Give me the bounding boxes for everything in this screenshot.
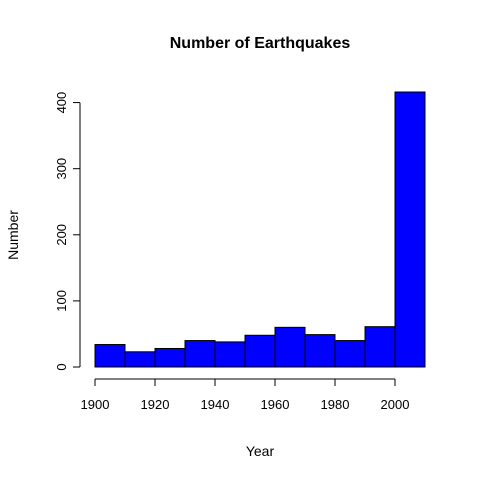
chart-title: Number of Earthquakes <box>170 35 351 52</box>
y-axis: 0 100 200 300 400 <box>54 92 81 371</box>
histogram-bar <box>304 334 336 368</box>
histogram-bar <box>124 351 156 368</box>
x-tick-label: 1920 <box>141 397 170 412</box>
x-tick-label: 1980 <box>321 397 350 412</box>
histogram-bar <box>154 347 186 368</box>
histogram-bar <box>394 91 426 368</box>
x-tick-label: 2000 <box>381 397 410 412</box>
x-tick-label: 1940 <box>201 397 230 412</box>
y-tick-label: 100 <box>54 290 69 312</box>
histogram-bar <box>184 340 216 368</box>
y-tick-label: 300 <box>54 158 69 180</box>
x-axis-label: Year <box>246 443 275 459</box>
histogram-bar <box>214 341 246 368</box>
histogram-bar <box>334 340 366 368</box>
x-tick-label: 1960 <box>261 397 290 412</box>
y-tick-label: 200 <box>54 224 69 246</box>
histogram-bars <box>94 91 426 368</box>
histogram-bar <box>274 326 306 368</box>
histogram-bar <box>364 326 396 368</box>
x-tick-label: 1900 <box>81 397 110 412</box>
histogram-bar <box>244 334 276 368</box>
y-tick-label: 400 <box>54 92 69 114</box>
histogram-bar <box>94 344 126 368</box>
y-axis-label: Number <box>5 210 21 260</box>
y-tick-label: 0 <box>54 363 69 370</box>
x-axis: 1900 1920 1940 1960 1980 2000 <box>81 378 410 412</box>
